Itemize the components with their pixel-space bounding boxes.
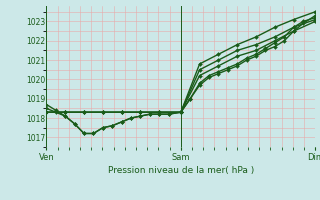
X-axis label: Pression niveau de la mer( hPa ): Pression niveau de la mer( hPa )	[108, 166, 254, 175]
